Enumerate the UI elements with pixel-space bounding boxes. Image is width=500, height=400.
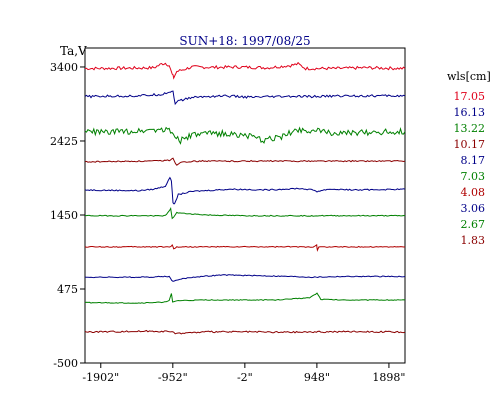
y-tick-label-0: 3400: [50, 61, 78, 74]
series-line-2.67: [84, 292, 406, 304]
series-line-10.17: [84, 157, 406, 166]
legend-entry-4: 8.17: [461, 154, 486, 167]
legend-entry-8: 2.67: [461, 218, 486, 231]
legend-entry-9: 1.83: [461, 234, 486, 247]
legend-entry-3: 10.17: [454, 138, 486, 151]
y-tick-label-3: 475: [57, 283, 78, 296]
series-lines: [84, 61, 406, 335]
x-tick-label-4: 1898": [372, 371, 405, 384]
legend: 17.05 16.13 13.22 10.17 8.17 7.03 4.08 3.06 2.67…: [454, 90, 486, 247]
series-line-1.83: [84, 329, 406, 335]
y-axis-label: Ta,V: [60, 44, 87, 58]
x-tick-label-0: -1902": [82, 371, 119, 384]
chart-title: SUN+18: 1997/08/25: [179, 34, 310, 48]
series-line-8.17: [84, 176, 406, 205]
x-tick-label-1: -952": [158, 371, 188, 384]
series-line-16.13: [84, 90, 406, 106]
legend-entry-5: 7.03: [461, 170, 486, 183]
y-tick-label-1: 2425: [50, 135, 78, 148]
x-tick-label-3: 948": [304, 371, 330, 384]
series-line-4.08: [84, 244, 406, 252]
legend-entry-2: 13.22: [454, 122, 486, 135]
legend-entry-6: 4.08: [461, 186, 486, 199]
legend-entry-0: 17.05: [454, 90, 486, 103]
series-line-7.03: [85, 206, 406, 220]
series-line-3.06: [84, 274, 406, 282]
legend-entry-7: 3.06: [461, 202, 486, 215]
y-tick-label-4: -500: [53, 357, 78, 370]
legend-title: wls[cm]: [447, 70, 491, 83]
series-line-17.05: [84, 61, 406, 80]
x-tick-label-2: -2": [237, 371, 253, 384]
plot-frame: [84, 47, 406, 364]
axis-ticks: 3400 2425 1450 475 -500 -1902" -952" -2" 948" 189…: [50, 61, 405, 384]
series-line-13.22: [84, 126, 406, 145]
y-tick-label-2: 1450: [50, 209, 78, 222]
legend-entry-1: 16.13: [454, 106, 486, 119]
